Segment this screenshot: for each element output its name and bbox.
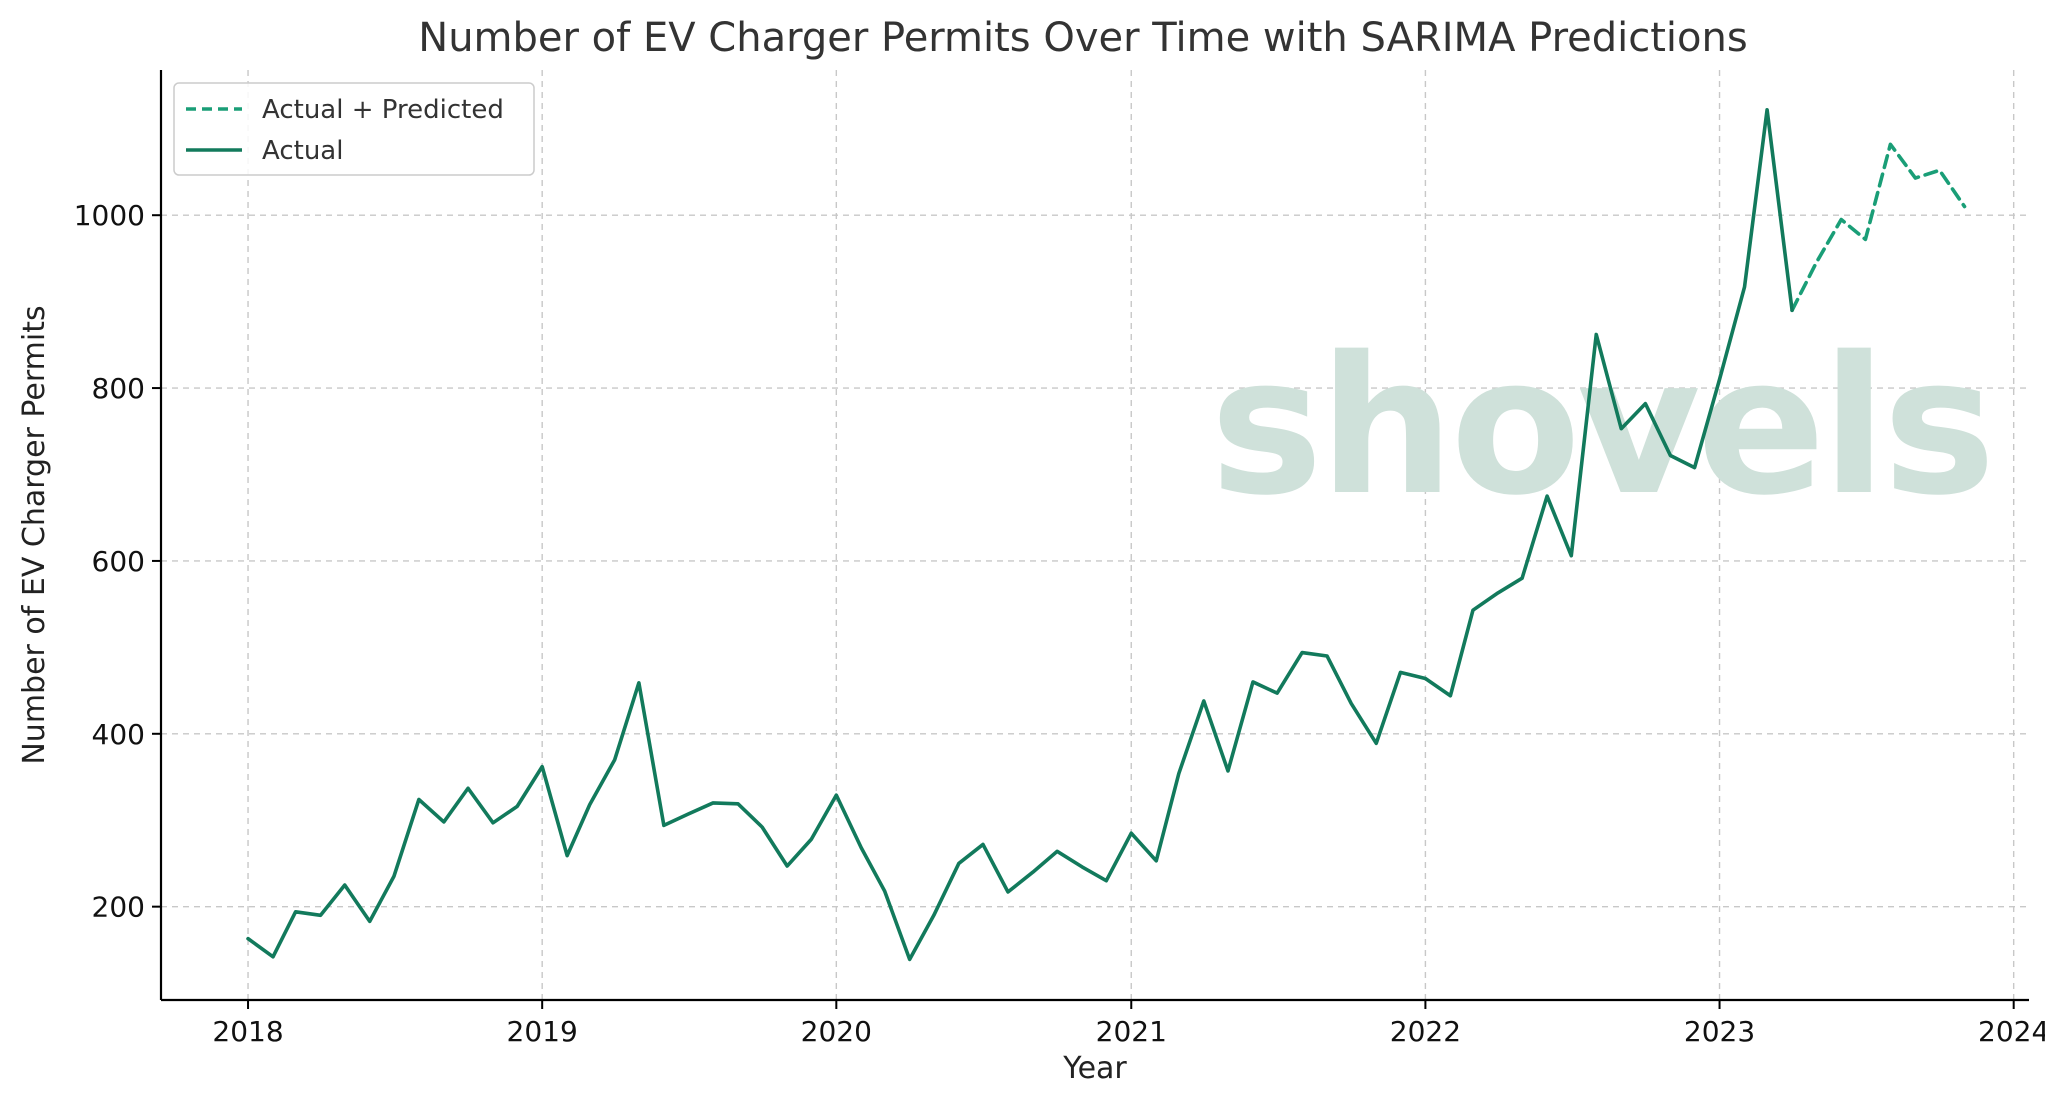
series-line-actual-predicted xyxy=(1790,142,1967,313)
legend-label-actual: Actual xyxy=(262,136,343,166)
y-axis-label: Number of EV Charger Permits xyxy=(17,305,52,764)
x-tick-label-2020: 2020 xyxy=(801,1015,872,1048)
y-tick-label-800: 800 xyxy=(92,372,145,405)
legend-label-predicted: Actual + Predicted xyxy=(262,95,504,125)
x-tick-label-2018: 2018 xyxy=(212,1015,283,1048)
y-ticks: 200 400 600 800 1000 xyxy=(74,199,161,924)
x-tick-label-2024: 2024 xyxy=(1978,1015,2045,1048)
legend-box xyxy=(173,82,535,176)
x-tick-label-2023: 2023 xyxy=(1684,1015,1755,1048)
x-axis-label: Year xyxy=(1062,1051,1127,1086)
series-line-actual xyxy=(246,107,1794,962)
grid xyxy=(161,70,2029,1000)
y-tick-label-400: 400 xyxy=(92,718,145,751)
x-ticks: 2018 2019 2020 2021 2022 2023 2024 xyxy=(212,1000,2045,1048)
x-tick-label-2019: 2019 xyxy=(507,1015,578,1048)
series-layer xyxy=(246,107,1967,962)
y-tick-label-1000: 1000 xyxy=(74,199,145,232)
x-tick-label-2022: 2022 xyxy=(1390,1015,1461,1048)
y-tick-label-200: 200 xyxy=(92,891,145,924)
y-tick-label-600: 600 xyxy=(92,545,145,578)
legend: Actual + Predicted Actual xyxy=(173,82,535,176)
chart-title: Number of EV Charger Permits Over Time w… xyxy=(418,15,1747,61)
x-tick-label-2021: 2021 xyxy=(1096,1015,1167,1048)
